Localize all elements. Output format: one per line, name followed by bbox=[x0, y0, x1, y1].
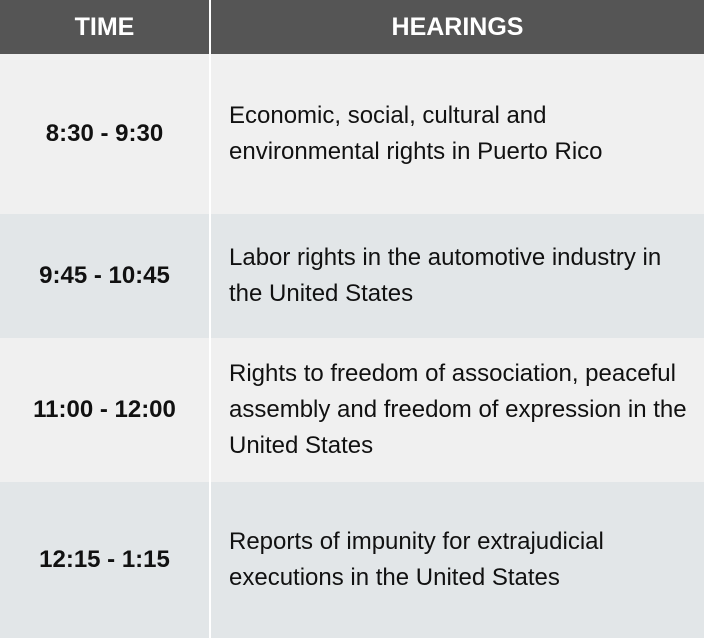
time-cell: 8:30 - 9:30 bbox=[0, 54, 211, 214]
table-header: TIME HEARINGS bbox=[0, 0, 704, 54]
hearing-cell: Reports of impunity for extrajudicial ex… bbox=[210, 482, 704, 638]
hearing-cell: Rights to freedom of association, peacef… bbox=[210, 338, 704, 482]
table-row: 12:15 - 1:15 Reports of impunity for ext… bbox=[0, 482, 704, 638]
table-row: 11:00 - 12:00 Rights to freedom of assoc… bbox=[0, 338, 704, 482]
hearings-column-header: HEARINGS bbox=[210, 0, 704, 54]
hearing-cell: Labor rights in the automotive industry … bbox=[210, 214, 704, 338]
time-column-header: TIME bbox=[0, 0, 211, 54]
header-row: TIME HEARINGS bbox=[0, 0, 704, 54]
table-body: 8:30 - 9:30 Economic, social, cultural a… bbox=[0, 54, 704, 638]
time-cell: 9:45 - 10:45 bbox=[0, 214, 211, 338]
time-cell: 12:15 - 1:15 bbox=[0, 482, 211, 638]
hearing-cell: Economic, social, cultural and environme… bbox=[210, 54, 704, 214]
time-cell: 11:00 - 12:00 bbox=[0, 338, 211, 482]
table-row: 9:45 - 10:45 Labor rights in the automot… bbox=[0, 214, 704, 338]
table-row: 8:30 - 9:30 Economic, social, cultural a… bbox=[0, 54, 704, 214]
